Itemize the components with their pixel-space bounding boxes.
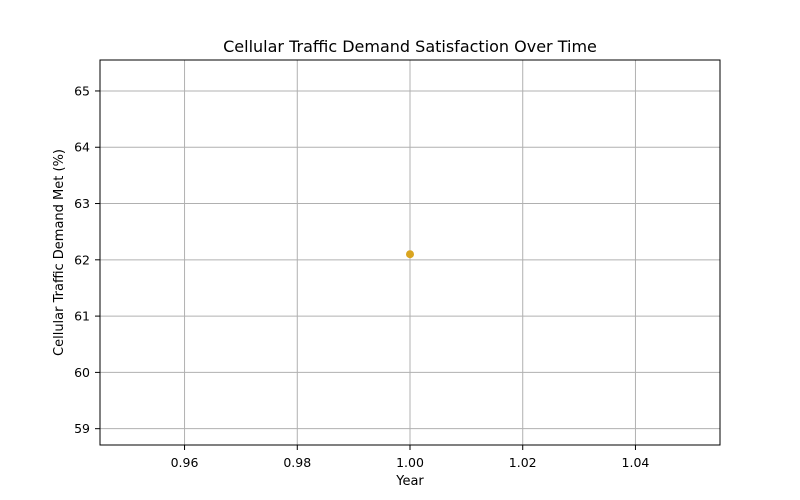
grid-lines	[100, 60, 720, 445]
x-tick-label: 1.02	[509, 455, 537, 470]
x-tick-label: 0.98	[283, 455, 311, 470]
y-tick-label: 59	[74, 421, 90, 436]
x-axis-ticks: 0.96 0.98 1.00 1.02 1.04	[171, 445, 650, 470]
chart-title: Cellular Traffic Demand Satisfaction Ove…	[223, 37, 597, 56]
y-tick-label: 64	[74, 140, 90, 155]
y-tick-label: 60	[74, 365, 90, 380]
y-tick-label: 63	[74, 196, 90, 211]
y-tick-label: 61	[74, 309, 90, 324]
y-axis-label: Cellular Traffic Demand Met (%)	[52, 149, 67, 356]
data-points	[406, 250, 414, 259]
y-axis-ticks: 59 60 61 62 63 64 65	[74, 83, 100, 436]
y-tick-label: 62	[74, 252, 90, 267]
x-tick-label: 0.96	[171, 455, 199, 470]
x-axis-label: Year	[395, 474, 424, 489]
data-point	[406, 250, 414, 259]
y-tick-label: 65	[74, 83, 90, 98]
x-tick-label: 1.04	[622, 455, 650, 470]
x-tick-label: 1.00	[396, 455, 424, 470]
